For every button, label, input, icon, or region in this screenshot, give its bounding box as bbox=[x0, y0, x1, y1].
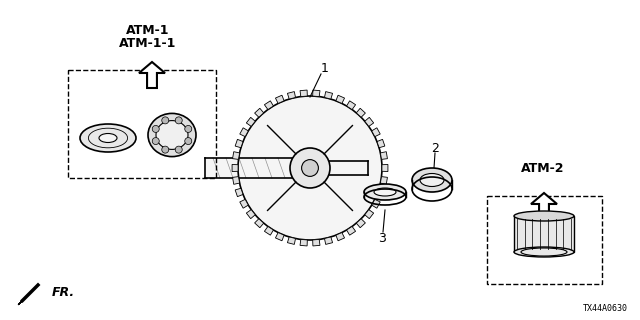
Polygon shape bbox=[232, 164, 238, 172]
Polygon shape bbox=[275, 233, 284, 241]
Polygon shape bbox=[380, 177, 387, 184]
Polygon shape bbox=[531, 193, 557, 219]
Circle shape bbox=[185, 125, 192, 132]
Polygon shape bbox=[275, 95, 284, 103]
Circle shape bbox=[162, 146, 169, 153]
Polygon shape bbox=[313, 239, 320, 246]
Polygon shape bbox=[365, 117, 374, 126]
Circle shape bbox=[152, 138, 159, 145]
Polygon shape bbox=[372, 199, 380, 208]
Polygon shape bbox=[240, 199, 248, 208]
Polygon shape bbox=[264, 101, 273, 109]
Circle shape bbox=[175, 146, 182, 153]
Ellipse shape bbox=[412, 168, 452, 192]
Text: TX44A0630: TX44A0630 bbox=[583, 304, 628, 313]
Polygon shape bbox=[246, 210, 255, 219]
Polygon shape bbox=[264, 227, 273, 235]
Ellipse shape bbox=[156, 121, 188, 149]
Polygon shape bbox=[232, 152, 239, 159]
Polygon shape bbox=[324, 237, 333, 244]
Text: ATM-1-1: ATM-1-1 bbox=[119, 36, 177, 50]
Ellipse shape bbox=[364, 184, 406, 200]
Circle shape bbox=[290, 148, 330, 188]
Text: 1: 1 bbox=[321, 61, 329, 75]
Circle shape bbox=[162, 117, 169, 124]
Text: FR.: FR. bbox=[52, 286, 75, 300]
Polygon shape bbox=[372, 128, 380, 137]
Ellipse shape bbox=[99, 133, 117, 142]
Text: ATM-1: ATM-1 bbox=[126, 23, 170, 36]
Ellipse shape bbox=[374, 188, 396, 196]
Polygon shape bbox=[313, 90, 320, 97]
Ellipse shape bbox=[514, 211, 574, 221]
Circle shape bbox=[301, 160, 319, 176]
Bar bbox=[68, 70, 216, 178]
Polygon shape bbox=[336, 233, 344, 241]
Circle shape bbox=[185, 138, 192, 145]
Polygon shape bbox=[356, 108, 365, 117]
Ellipse shape bbox=[514, 247, 574, 257]
Polygon shape bbox=[240, 128, 248, 137]
Polygon shape bbox=[300, 90, 307, 97]
Polygon shape bbox=[139, 62, 165, 88]
Circle shape bbox=[175, 117, 182, 124]
Polygon shape bbox=[255, 219, 264, 228]
Polygon shape bbox=[232, 177, 239, 184]
Bar bbox=[487, 196, 602, 284]
Ellipse shape bbox=[420, 173, 444, 187]
Polygon shape bbox=[347, 227, 356, 235]
Ellipse shape bbox=[80, 124, 136, 152]
Polygon shape bbox=[356, 219, 365, 228]
Polygon shape bbox=[300, 239, 307, 246]
Text: ATM-2: ATM-2 bbox=[521, 162, 564, 174]
Polygon shape bbox=[287, 237, 296, 244]
Polygon shape bbox=[235, 188, 243, 197]
Circle shape bbox=[238, 96, 382, 240]
Polygon shape bbox=[235, 139, 243, 148]
Bar bbox=[514, 216, 574, 252]
Polygon shape bbox=[287, 92, 296, 99]
Polygon shape bbox=[324, 92, 333, 99]
Polygon shape bbox=[365, 210, 374, 219]
Polygon shape bbox=[382, 164, 388, 172]
Polygon shape bbox=[347, 101, 356, 109]
Text: 3: 3 bbox=[378, 231, 386, 244]
Polygon shape bbox=[255, 108, 264, 117]
Polygon shape bbox=[18, 296, 27, 305]
Polygon shape bbox=[377, 139, 385, 148]
Polygon shape bbox=[246, 117, 255, 126]
Polygon shape bbox=[380, 152, 387, 159]
Polygon shape bbox=[336, 95, 344, 103]
Circle shape bbox=[152, 125, 159, 132]
Polygon shape bbox=[377, 188, 385, 197]
Text: 2: 2 bbox=[431, 141, 439, 155]
Ellipse shape bbox=[148, 113, 196, 156]
